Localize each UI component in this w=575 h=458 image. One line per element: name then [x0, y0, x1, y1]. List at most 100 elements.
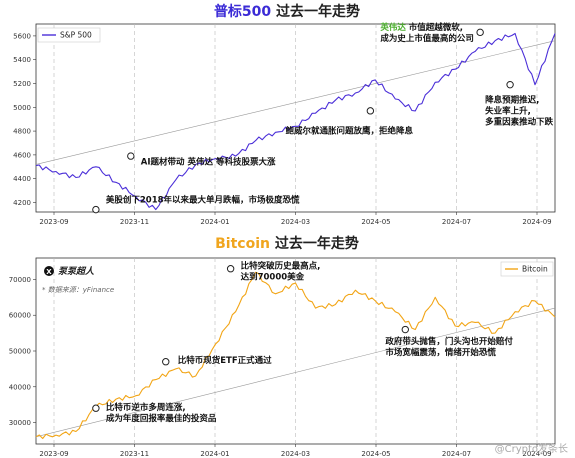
sp500-event-marker: [127, 152, 135, 160]
sp500-x-tick-label: 2024-05: [361, 218, 390, 226]
bitcoin-annotation: 政府带头抛售，门头沟也开始赔付市场宽幅震荡，情绪开始恐慌: [385, 336, 513, 358]
bitcoin-legend-label: Bitcoin: [522, 265, 548, 274]
bitcoin-series-line: [35, 271, 556, 440]
bitcoin-annotation: 比特币现货ETF正式通过: [178, 355, 272, 366]
sp500-trend-line: [35, 40, 556, 165]
sp500-markers: [92, 28, 514, 214]
sp500-annotation: 降息预期推迟,失业率上升,多重因素推动下跌: [485, 95, 554, 128]
sp500-event-marker: [92, 205, 100, 214]
bitcoin-annotation-line: 达到70000美金: [241, 272, 305, 283]
sp500-y-tick-label: 4800: [13, 128, 31, 136]
sp500-x-tick-label: 2024-01: [200, 218, 229, 226]
bitcoin-annotation-line: 比特突破历史最高点,: [241, 261, 321, 272]
bitcoin-annotation: 比特突破历史最高点,达到70000美金: [241, 261, 321, 283]
sp500-series-group: [35, 32, 556, 211]
bitcoin-chart-title: Bitcoin 过去一年走势: [215, 235, 359, 252]
sp500-event-marker: [366, 107, 375, 115]
bitcoin-legend: Bitcoin: [500, 261, 554, 277]
bitcoin-x-tick-label: 2024-07: [442, 450, 471, 458]
bitcoin-event-marker: [226, 265, 235, 273]
sp500-annotation-line: AI题材带动 英伟达 等科技股票大涨: [141, 156, 276, 167]
x-logo-glyph: X: [46, 268, 52, 276]
bitcoin-event-marker: [92, 404, 100, 412]
bitcoin-x-tick-label: 2023-09: [39, 450, 68, 458]
bitcoin-x-tick-label: 2024-05: [361, 450, 390, 458]
bitcoin-legend-box: [500, 261, 554, 277]
sp500-x-tick-label: 2024-09: [522, 218, 551, 226]
bitcoin-x-tick-label: 2024-09: [522, 450, 551, 458]
sp500-x-tick-label: 2023-09: [39, 218, 68, 226]
corner-watermark: @Crypto发条长: [495, 442, 568, 455]
sp500-legend-label: S&P 500: [60, 31, 92, 40]
bitcoin-series-group: [35, 271, 556, 440]
sp500-annotation: AI题材带动 英伟达 等科技股票大涨: [141, 156, 276, 167]
sp500-chart: 普标500 过去一年走势 2023-09 2023-11 2024-01 2024-0…: [13, 3, 556, 226]
bitcoin-y-tick-label: 70000: [9, 276, 31, 284]
bitcoin-annotation-line: 市场宽幅震荡，情绪开始恐慌: [385, 347, 496, 358]
sp500-title-part2: 过去一年走势: [271, 3, 360, 20]
bitcoin-annotation-line: 成为年度回报率最佳的投资品: [106, 413, 217, 424]
bitcoin-title-part2: 过去一年走势: [270, 235, 359, 252]
bitcoin-x-tick-label: 2024-01: [200, 450, 229, 458]
bitcoin-event-marker: [401, 325, 409, 334]
sp500-annotations: 美股创下2018年以来最大单月跌幅，市场极度恐慌 AI题材带动 英伟达 等科技股票…: [106, 22, 554, 206]
sp500-trend-group: [35, 40, 556, 165]
bitcoin-annotation-line: 比特币现货ETF正式通过: [178, 355, 272, 366]
bitcoin-chart: Bitcoin 过去一年走势 2023-09 2023-11 2024-01 2024…: [9, 235, 556, 458]
sp500-annotation-line: 英伟达 市值超越微软,: [379, 22, 463, 33]
bitcoin-markers: [92, 265, 409, 412]
sp500-x-tick-label: 2023-11: [120, 218, 149, 226]
sp500-title-part1: 普标500: [214, 3, 271, 20]
sp500-chart-title: 普标500 过去一年走势: [214, 3, 360, 20]
sp500-y-tick-label: 4400: [13, 175, 31, 183]
sp500-annotation: 鲍威尔就通胀问题放鹰，拒绝降息: [286, 125, 414, 136]
sp500-annotation-highlight: 英伟达: [379, 22, 406, 33]
sp500-y-tick-label: 5400: [13, 56, 31, 64]
bitcoin-y-ticks: 30000 40000 50000 60000 70000: [9, 276, 36, 427]
sp500-legend-box: [37, 27, 101, 43]
bitcoin-y-tick-label: 50000: [9, 348, 31, 356]
bitcoin-annotation-line: 比特币逆市多周连涨,: [106, 402, 186, 413]
x-logo-icon: [44, 266, 54, 276]
sp500-annotation-line: 失业率上升,: [485, 106, 531, 117]
bitcoin-x-ticks: 2023-09 2023-11 2024-01 2024-03 2024-05 2024-…: [39, 444, 552, 458]
sp500-vertical-gridlines: [53, 24, 538, 212]
sp500-x-tick-label: 2024-03: [281, 218, 310, 226]
bitcoin-vertical-gridlines: [53, 258, 538, 444]
bitcoin-event-marker: [162, 358, 170, 366]
sp500-y-tick-label: 5200: [13, 80, 31, 88]
sp500-annotation-line: 鲍威尔就通胀问题放鹰，拒绝降息: [286, 125, 414, 136]
bitcoin-y-tick-label: 40000: [9, 383, 31, 391]
sp500-x-ticks: 2023-09 2023-11 2024-01 2024-03 2024-05 2024-…: [39, 212, 552, 226]
sp500-annotation-line: 降息预期推迟,: [485, 95, 539, 106]
bitcoin-annotation-line: 政府带头抛售，门头沟也开始赔付: [385, 336, 513, 347]
sp500-y-tick-label: 5600: [13, 32, 31, 40]
sp500-annotation-line: 美股创下2018年以来最大单月跌幅，市场极度恐慌: [106, 194, 300, 205]
sp500-annotation: 英伟达 市值超越微软,成为史上市值最高的公司: [379, 22, 474, 44]
bitcoin-trend-group: [35, 307, 556, 438]
sp500-annotation-rest: 市值超越微软,: [406, 22, 463, 33]
bitcoin-y-tick-label: 30000: [9, 419, 31, 427]
sp500-x-tick-label: 2024-07: [442, 218, 471, 226]
watermark-name: 泵泵超人: [58, 266, 95, 277]
bitcoin-y-tick-label: 60000: [9, 312, 31, 320]
bitcoin-trend-line: [35, 307, 556, 438]
sp500-y-tick-label: 5000: [13, 104, 31, 112]
sp500-annotation: 美股创下2018年以来最大单月跌幅，市场极度恐慌: [106, 194, 300, 205]
sp500-y-tick-label: 4600: [13, 151, 31, 159]
sp500-event-marker: [476, 28, 484, 37]
bitcoin-x-tick-label: 2023-11: [120, 450, 149, 458]
bitcoin-annotations: 比特币逆市多周连涨,成为年度回报率最佳的投资品 比特币现货ETF正式通过 比特突破历…: [106, 261, 513, 424]
sp500-y-ticks: 4200 4400 4600 4800 5000 5200 5400 5600: [13, 32, 36, 207]
sp500-annotation-line: 成为史上市值最高的公司: [380, 33, 474, 44]
sp500-series-line: [35, 32, 556, 211]
bitcoin-title-part1: Bitcoin: [215, 236, 270, 252]
bitcoin-annotation: 比特币逆市多周连涨,成为年度回报率最佳的投资品: [106, 402, 217, 424]
bitcoin-watermark: X 泵泵超人 * 数据来源：yFinance: [42, 266, 114, 294]
sp500-annotation-line: 多重因素推动下跌: [485, 117, 554, 128]
sp500-y-tick-label: 4200: [13, 199, 31, 207]
sp500-legend: S&P 500: [37, 27, 101, 43]
bitcoin-x-tick-label: 2024-03: [281, 450, 310, 458]
sp500-event-marker: [506, 80, 514, 89]
